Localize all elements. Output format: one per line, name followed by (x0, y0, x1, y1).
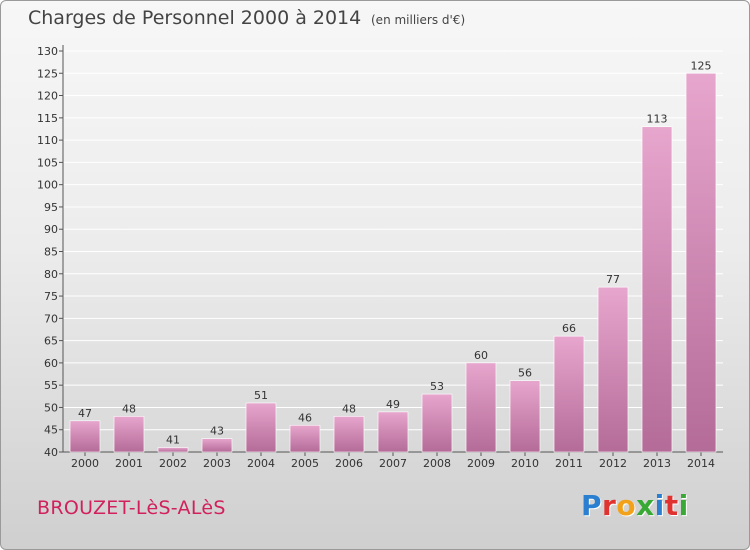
y-tick-label: 70 (44, 312, 58, 325)
value-label-2008: 53 (430, 380, 444, 393)
logo-letter: x (636, 489, 655, 522)
bar-2012 (597, 286, 629, 453)
x-tick-label-2012: 2012 (599, 457, 627, 470)
logo-letter: o (616, 489, 637, 522)
y-tick-label: 100 (37, 179, 58, 192)
y-tick-label: 60 (44, 357, 58, 370)
y-tick-label: 95 (44, 201, 58, 214)
y-tick-label: 75 (44, 290, 58, 303)
bar-2008 (421, 393, 453, 453)
chart-title: Charges de Personnel 2000 à 2014 (28, 7, 362, 29)
value-label-2004: 51 (254, 389, 268, 402)
bar-2004 (245, 402, 277, 453)
y-tick-label: 110 (37, 134, 58, 147)
y-tick-label: 50 (44, 401, 58, 414)
chart-subtitle: (en milliers d'€) (371, 13, 466, 27)
bar-2003 (201, 438, 233, 453)
value-label-2003: 43 (210, 425, 224, 438)
bar-2014 (685, 72, 717, 453)
bars (69, 72, 717, 453)
x-tick-label-2001: 2001 (115, 457, 143, 470)
x-tick-label-2011: 2011 (555, 457, 583, 470)
bar-2007 (377, 411, 409, 453)
value-label-2011: 66 (562, 322, 576, 335)
x-tick-label-2003: 2003 (203, 457, 231, 470)
y-tick-label: 85 (44, 246, 58, 259)
bar-2000 (69, 420, 101, 453)
value-label-2005: 46 (298, 411, 312, 424)
bar-2006 (333, 416, 365, 453)
logo-letter: r (602, 489, 617, 522)
y-tick-label: 40 (44, 446, 58, 459)
logo-letter: i (678, 489, 689, 522)
y-tick-label: 105 (37, 156, 58, 169)
value-label-2000: 47 (78, 407, 92, 420)
bar-2010 (509, 380, 541, 453)
x-tick-label-2014: 2014 (687, 457, 715, 470)
y-tick-label: 125 (37, 67, 58, 80)
x-tick-label-2002: 2002 (159, 457, 187, 470)
bar-2011 (553, 335, 585, 453)
y-tick-label: 65 (44, 335, 58, 348)
y-tick-label: 55 (44, 379, 58, 392)
value-label-2007: 49 (386, 398, 400, 411)
bar-2005 (289, 424, 321, 453)
value-label-2006: 48 (342, 402, 356, 415)
y-tick-label: 45 (44, 424, 58, 437)
logo-letter: t (664, 489, 679, 522)
x-tick-label-2000: 2000 (71, 457, 99, 470)
y-tick-label: 120 (37, 90, 58, 103)
x-tick-label-2009: 2009 (467, 457, 495, 470)
x-tick-label-2013: 2013 (643, 457, 671, 470)
value-label-2013: 113 (647, 113, 668, 126)
labels: 40 45 50 55 60 65 70 75 80 85 90 95 100 105 110 115 120 1… (37, 45, 715, 470)
logo-letter: i (654, 489, 665, 522)
value-label-2014: 125 (691, 59, 712, 72)
bar-2013 (641, 126, 673, 453)
x-tick-label-2010: 2010 (511, 457, 539, 470)
y-tick-label: 115 (37, 112, 58, 125)
x-tick-label-2007: 2007 (379, 457, 407, 470)
y-tick-label: 80 (44, 268, 58, 281)
value-label-2009: 60 (474, 349, 488, 362)
value-label-2001: 48 (122, 402, 136, 415)
value-label-2012: 77 (606, 273, 620, 286)
bar-2009 (465, 362, 497, 453)
commune-name: BROUZET-LèS-ALèS (37, 497, 226, 519)
y-tick-label: 90 (44, 223, 58, 236)
bar-2001 (113, 416, 145, 453)
value-label-2002: 41 (166, 434, 180, 447)
value-label-2010: 56 (518, 367, 532, 380)
bar-2002 (157, 447, 189, 453)
proxiti-logo[interactable]: Proxiti (581, 489, 689, 522)
logo-letter: P (581, 489, 603, 522)
x-tick-label-2004: 2004 (247, 457, 275, 470)
x-tick-label-2008: 2008 (423, 457, 451, 470)
x-tick-label-2006: 2006 (335, 457, 363, 470)
x-tick-label-2005: 2005 (291, 457, 319, 470)
y-tick-label: 130 (37, 45, 58, 58)
